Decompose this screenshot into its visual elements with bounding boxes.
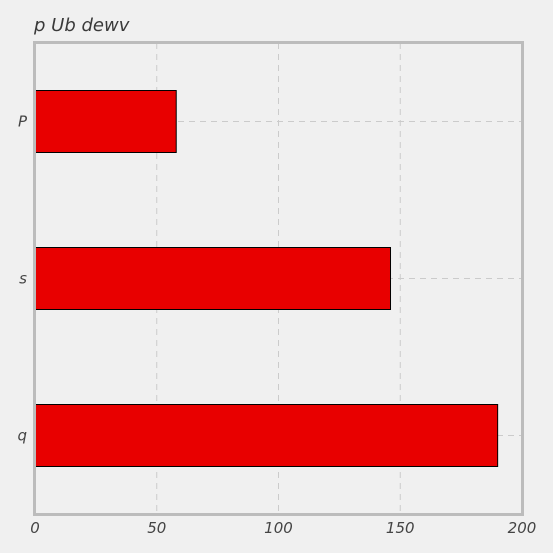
y-tick-label: s <box>19 270 27 288</box>
chart-title: p Ub dewv <box>33 15 130 36</box>
x-tick-label: 150 <box>386 519 415 537</box>
y-tick-label: P <box>18 113 28 131</box>
bar-s <box>34 247 392 310</box>
bar-q <box>34 404 499 467</box>
x-tick-label: 0 <box>30 519 40 537</box>
x-tick-label: 200 <box>508 519 537 537</box>
x-tick-label: 50 <box>147 519 166 537</box>
bar-P <box>34 90 177 153</box>
y-tick-label: q <box>17 427 27 445</box>
x-tick-labels: 0 50 100 150 200 <box>30 519 536 537</box>
y-tick-labels: Ps q <box>17 113 27 445</box>
x-tick-label: 100 <box>264 519 293 537</box>
bars <box>34 90 499 467</box>
plot-frame <box>33 41 524 516</box>
